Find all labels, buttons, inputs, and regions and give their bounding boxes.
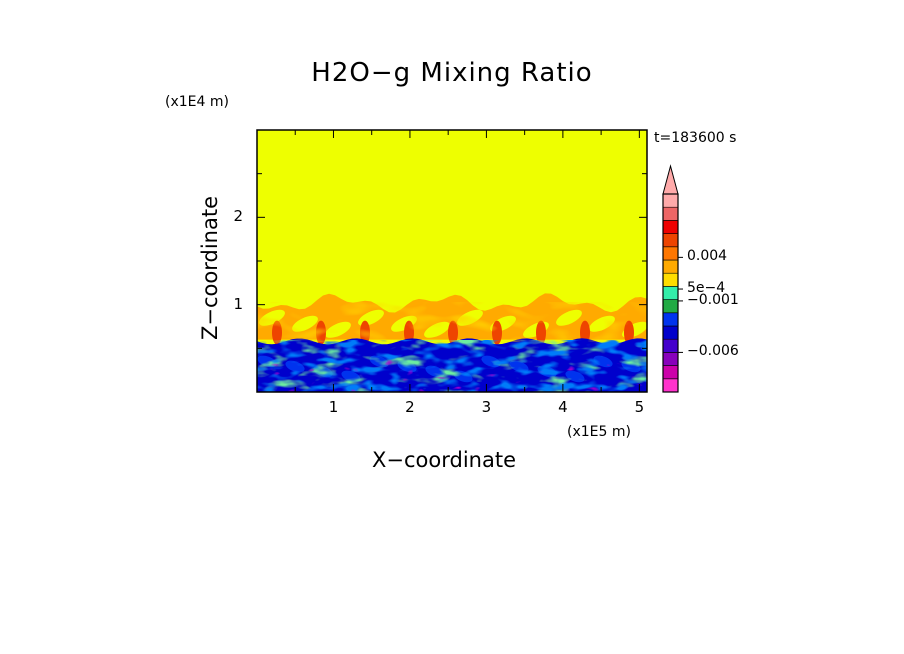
colorbar (662, 164, 683, 393)
chart-title: H2O−g Mixing Ratio (311, 58, 593, 88)
y-tick-label: 2 (233, 207, 243, 226)
heatmap-field (257, 130, 647, 392)
field-texture-purple (257, 360, 647, 392)
x-tick-label: 5 (634, 398, 645, 416)
colorbar-level (662, 352, 679, 366)
colorbar-frame (662, 193, 679, 393)
colorbar-level (662, 233, 679, 248)
colorbar-level (662, 246, 679, 261)
colorbar-tick-label: −0.001 (687, 291, 739, 308)
time-label: t=183600 s (654, 130, 737, 146)
y-unit-label: (x1E4 m) (165, 94, 229, 110)
colorbar-tick-label: 5e−4 (687, 280, 726, 297)
y-tick-label: 1 (233, 294, 243, 313)
colorbar-level (662, 272, 679, 287)
colorbar-level (662, 206, 679, 221)
colorbar-level (662, 286, 679, 300)
x-axis-label: X−coordinate (372, 448, 516, 472)
x-tick-label: 2 (405, 398, 415, 416)
colorbar-level (662, 312, 679, 327)
axes (257, 130, 647, 392)
x-tick-label: 1 (328, 398, 339, 416)
colorbar-tick-label: 0.004 (687, 248, 728, 265)
colorbar-tick-label: −0.006 (687, 343, 739, 360)
colorbar-level (662, 193, 679, 208)
colorbar-level (662, 378, 679, 393)
colorbar-level (662, 299, 679, 314)
colorbar-level (662, 338, 679, 353)
x-tick-label: 4 (558, 398, 568, 416)
colorbar-level (662, 325, 679, 340)
colorbar-level (662, 220, 679, 234)
colorbar-level (662, 365, 679, 380)
x-unit-label: (x1E5 m) (567, 424, 631, 440)
colorbar-arrow (662, 164, 679, 195)
colorbar-level (662, 259, 679, 274)
x-tick-label: 3 (481, 398, 492, 416)
field-texture-orange (257, 302, 647, 342)
